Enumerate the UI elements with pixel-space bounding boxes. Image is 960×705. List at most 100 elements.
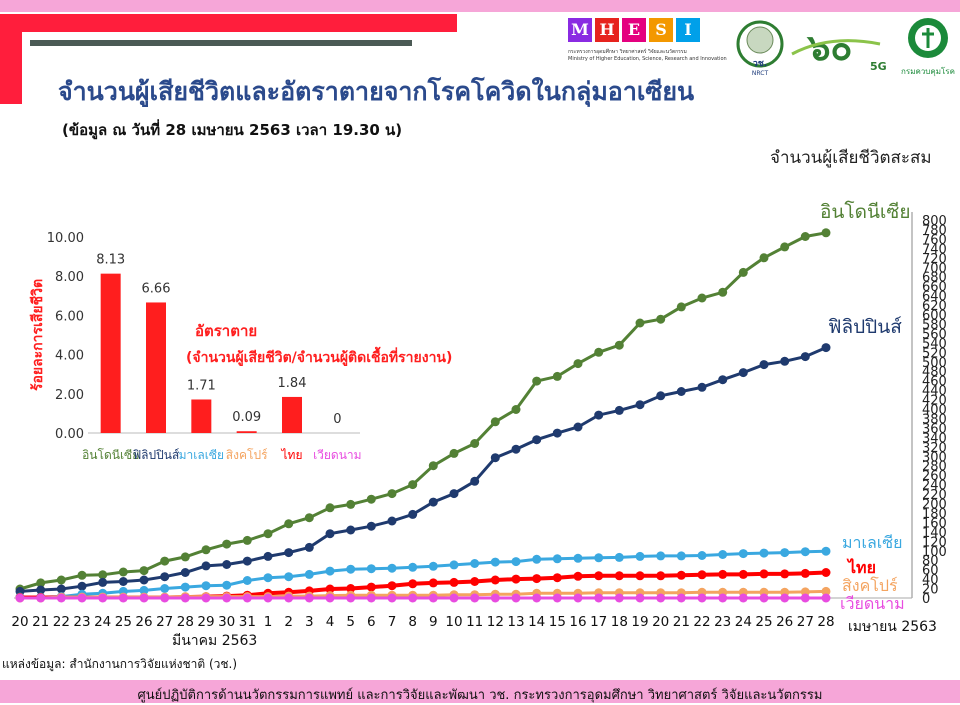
bar-value-label: 6.66 bbox=[142, 281, 171, 296]
footer-bar bbox=[0, 680, 960, 703]
y-tick-label: 20 bbox=[922, 583, 939, 598]
nrct-logo: วช. NRCT bbox=[736, 20, 784, 77]
y-tick-label: 60 bbox=[922, 564, 939, 579]
ddc-logo: กรมควบคุมโรค bbox=[901, 18, 955, 76]
data-point bbox=[800, 232, 810, 241]
series-line bbox=[19, 231, 827, 591]
page-title: จำนวนผู้เสียชีวิตและอัตราตายจากโรคโควิดใ… bbox=[58, 77, 695, 106]
x-tick-label: 25 bbox=[755, 614, 772, 630]
svg-text:วช.: วช. bbox=[753, 59, 768, 69]
y-tick-label: 580 bbox=[922, 318, 947, 333]
data-point bbox=[387, 593, 397, 603]
y-tick-label: 760 bbox=[922, 233, 947, 248]
data-point bbox=[676, 387, 686, 396]
data-point bbox=[490, 575, 500, 585]
series-line bbox=[20, 549, 827, 599]
data-point bbox=[532, 574, 542, 584]
bar-category-label: ฟิลิปปินส์ bbox=[133, 448, 180, 462]
data-point bbox=[594, 571, 604, 581]
data-point bbox=[56, 575, 66, 585]
data-point bbox=[511, 593, 521, 603]
mhesi-caption-th: กระทรวงการอุดมศึกษา วิทยาศาสตร์ วิจัยและ… bbox=[568, 49, 687, 55]
x-tick-label: 28 bbox=[817, 614, 834, 630]
data-point bbox=[346, 525, 356, 535]
x-tick-label: 20 bbox=[652, 614, 669, 630]
bar-value-label: 1.84 bbox=[278, 376, 307, 391]
top-pink-bar bbox=[0, 0, 960, 12]
bar-y-tick-label: 6.00 bbox=[55, 309, 84, 324]
x-tick-label: 26 bbox=[776, 614, 793, 630]
y-tick-label: 400 bbox=[922, 403, 947, 418]
data-point bbox=[552, 573, 562, 583]
data-point bbox=[366, 494, 376, 504]
data-point bbox=[738, 569, 748, 579]
data-point bbox=[325, 503, 335, 513]
x-tick-label: 1 bbox=[264, 614, 273, 630]
data-point bbox=[408, 562, 418, 572]
data-point bbox=[552, 593, 562, 603]
data-point bbox=[780, 356, 790, 366]
data-point bbox=[56, 593, 66, 603]
x-tick-label: 31 bbox=[239, 614, 256, 630]
y-tick-label: 240 bbox=[922, 479, 947, 494]
data-point bbox=[573, 571, 583, 581]
data-point bbox=[821, 593, 831, 603]
x-tick-label: 6 bbox=[367, 614, 376, 630]
svg-text:๖๐: ๖๐ bbox=[806, 28, 853, 69]
bar-y-tick-label: 2.00 bbox=[55, 388, 84, 403]
data-point bbox=[738, 549, 748, 559]
data-point bbox=[366, 521, 376, 531]
data-point bbox=[800, 593, 810, 603]
bar bbox=[236, 431, 257, 433]
data-point bbox=[718, 375, 728, 385]
data-point bbox=[387, 563, 397, 573]
data-point bbox=[222, 593, 232, 603]
footer-text: ศูนย์ปฏิบัติการด้านนวัตกรรมการแพทย์ และก… bbox=[137, 688, 823, 703]
series-end-label: ไทย bbox=[846, 558, 876, 577]
x-tick-label: 13 bbox=[507, 614, 524, 630]
bar-y-tick-label: 4.00 bbox=[55, 349, 84, 364]
data-point bbox=[139, 566, 149, 576]
data-point bbox=[366, 582, 376, 592]
data-point bbox=[656, 551, 666, 561]
x-tick-label: 12 bbox=[487, 614, 504, 630]
partner-logos: วช. NRCT ๖๐ 5G กรมควบคุมโรค bbox=[730, 14, 960, 80]
y-tick-label: 160 bbox=[922, 516, 947, 531]
data-point bbox=[77, 593, 87, 603]
partner-logos-svg: วช. NRCT ๖๐ 5G กรมควบคุมโรค bbox=[736, 18, 955, 77]
bar-chart-title: อัตราตาย bbox=[195, 322, 257, 340]
x-tick-label: 26 bbox=[135, 614, 152, 630]
data-point bbox=[490, 417, 500, 427]
data-point bbox=[284, 572, 294, 582]
data-point bbox=[800, 547, 810, 557]
series-line bbox=[19, 346, 827, 593]
x-tick-label: 28 bbox=[177, 614, 194, 630]
data-point bbox=[160, 572, 170, 582]
data-point bbox=[36, 593, 46, 603]
data-point bbox=[15, 593, 25, 603]
svg-text:5G: 5G bbox=[870, 60, 887, 73]
data-point bbox=[780, 548, 790, 558]
data-point bbox=[511, 444, 521, 454]
data-point bbox=[56, 584, 66, 594]
data-point bbox=[656, 593, 666, 603]
x-tick-label: 7 bbox=[388, 614, 397, 630]
data-point bbox=[387, 581, 397, 591]
data-point bbox=[635, 318, 645, 328]
data-point bbox=[366, 564, 376, 574]
data-point bbox=[180, 568, 190, 577]
data-point bbox=[470, 593, 480, 603]
y-tick-label: 40 bbox=[922, 573, 939, 588]
line-chart: 0204060801001201401601802002202402602803… bbox=[11, 148, 946, 649]
page-subtitle: (ข้อมูล ณ วันที่ 28 เมษายน 2563 เวลา 19.… bbox=[62, 121, 403, 139]
data-point bbox=[428, 561, 438, 571]
data-point bbox=[614, 571, 624, 581]
data-point bbox=[490, 557, 500, 567]
data-point bbox=[614, 593, 624, 603]
bar-value-label: 0.09 bbox=[232, 410, 261, 425]
data-point bbox=[697, 570, 707, 580]
data-point bbox=[36, 585, 46, 595]
data-point bbox=[325, 529, 335, 539]
x-tick-label: 21 bbox=[32, 614, 49, 630]
data-point bbox=[821, 228, 831, 238]
